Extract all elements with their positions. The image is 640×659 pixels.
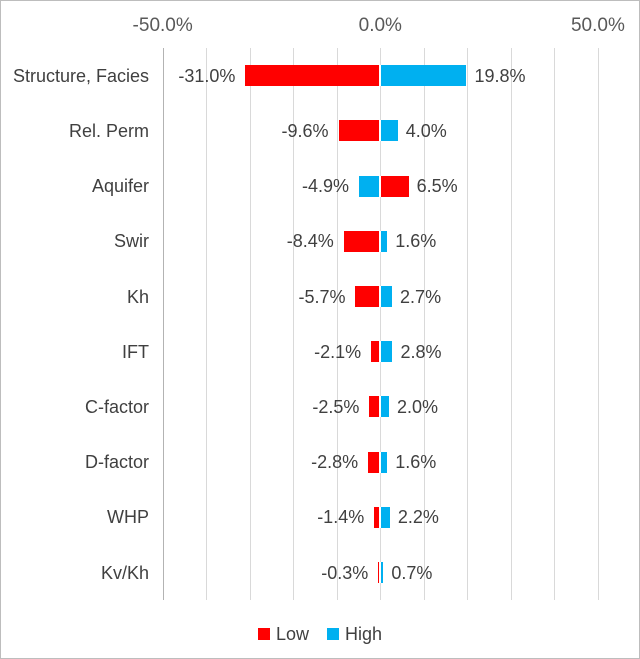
bar-high[interactable] <box>380 506 390 528</box>
bar-value-label: -9.6% <box>281 120 329 141</box>
category-label: Swir <box>114 231 149 252</box>
bar-low[interactable] <box>355 286 381 308</box>
category-label: IFT <box>122 341 149 362</box>
bar-high[interactable] <box>380 230 388 252</box>
bar-high[interactable] <box>380 562 384 584</box>
gridline <box>249 48 251 601</box>
bar-value-label: 6.5% <box>416 176 458 197</box>
bar-value-label: -2.5% <box>312 396 360 417</box>
bar-value-label: 2.0% <box>397 396 439 417</box>
category-label: D-factor <box>84 452 149 473</box>
legend-label-low: Low <box>275 624 309 644</box>
legend-label-high: High <box>345 624 383 644</box>
bar-high[interactable] <box>380 286 393 308</box>
bar-high[interactable] <box>380 451 388 473</box>
bar-value-label: 2.8% <box>400 341 442 362</box>
bar-value-label: 2.2% <box>397 507 439 528</box>
bar-value-label: -5.7% <box>298 286 346 307</box>
bar-low[interactable] <box>378 562 381 584</box>
bar-high[interactable] <box>380 341 393 363</box>
bar-low[interactable] <box>371 341 381 363</box>
bar-value-label: -4.9% <box>301 176 349 197</box>
bar-low[interactable] <box>374 506 381 528</box>
gridline <box>467 48 469 601</box>
bar-value-label: 4.0% <box>405 120 447 141</box>
category-label: Rel. Perm <box>68 120 149 141</box>
bar-low[interactable] <box>369 396 381 418</box>
legend-swatch-high-icon <box>327 628 339 640</box>
gridline <box>554 48 556 601</box>
bar-value-label: 1.6% <box>395 231 437 252</box>
gridline <box>162 48 164 601</box>
bar-high[interactable] <box>380 396 389 418</box>
bar-low[interactable] <box>338 120 381 142</box>
bar-value-label: 19.8% <box>474 65 526 86</box>
gridline <box>597 48 599 601</box>
bar-value-label: -31.0% <box>178 65 236 86</box>
bar-low[interactable] <box>380 175 409 197</box>
category-label: C-factor <box>84 396 149 417</box>
bar-value-label: -1.4% <box>317 507 365 528</box>
bar-low[interactable] <box>368 451 381 473</box>
gridline <box>510 48 512 601</box>
zero-gridline <box>380 48 382 601</box>
legend-swatch-low-icon <box>257 628 270 640</box>
bar-value-label: 2.7% <box>400 286 442 307</box>
bar-value-label: -2.8% <box>311 452 359 473</box>
category-label: WHP <box>107 507 149 528</box>
bar-low[interactable] <box>245 65 381 87</box>
x-axis-tick-label: 50.0% <box>570 15 625 36</box>
bar-high[interactable] <box>358 175 381 197</box>
legend-item-low[interactable]: Low <box>257 623 309 645</box>
bar-value-label: -2.1% <box>314 341 362 362</box>
x-axis-tick-label: -50.0% <box>132 15 193 36</box>
category-label: Kv/Kh <box>100 562 149 583</box>
category-label: Aquifer <box>91 176 149 197</box>
bar-value-label: -0.3% <box>321 562 369 583</box>
bar-high[interactable] <box>380 65 467 87</box>
gridline <box>336 48 338 601</box>
bar-high[interactable] <box>380 120 398 142</box>
gridline <box>423 48 425 601</box>
x-axis-tick-label: 0.0% <box>358 15 402 36</box>
chart-legend: Low High <box>1 623 639 645</box>
gridline <box>206 48 208 601</box>
bar-value-label: -8.4% <box>286 231 334 252</box>
legend-item-high[interactable]: High <box>327 623 382 645</box>
bar-low[interactable] <box>343 230 381 252</box>
bar-value-label: 1.6% <box>395 452 437 473</box>
gridline <box>293 48 295 601</box>
category-label: Structure, Facies <box>12 65 149 86</box>
category-label: Kh <box>126 286 149 307</box>
bar-value-label: 0.7% <box>391 562 433 583</box>
